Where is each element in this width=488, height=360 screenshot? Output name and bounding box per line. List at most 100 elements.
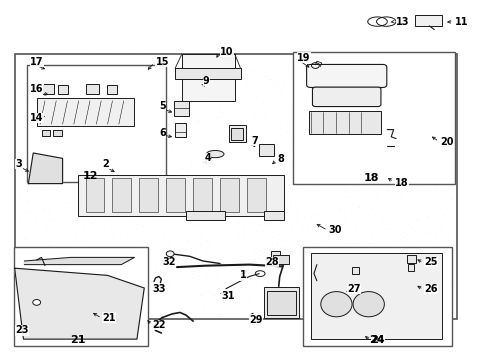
Point [428, 228, 436, 234]
Point [24, 208, 32, 214]
Point [70, 266, 78, 272]
Point [119, 285, 126, 291]
Point [32, 170, 40, 176]
Point [388, 157, 396, 163]
Point [244, 295, 251, 301]
Point [161, 207, 168, 213]
Point [216, 81, 224, 87]
Point [142, 283, 149, 289]
Point [103, 196, 111, 202]
Point [163, 238, 171, 244]
Point [396, 263, 404, 269]
Point [257, 142, 264, 148]
Point [315, 309, 323, 315]
Point [433, 170, 441, 176]
Point [234, 172, 242, 178]
Point [243, 242, 251, 247]
Point [322, 62, 330, 68]
Point [145, 105, 153, 111]
Point [83, 229, 91, 235]
Point [214, 180, 222, 186]
Point [255, 221, 263, 226]
Point [186, 62, 194, 67]
Point [275, 110, 283, 116]
Point [325, 302, 333, 307]
Point [170, 101, 178, 107]
Point [449, 232, 457, 238]
Point [170, 297, 178, 303]
Point [47, 227, 55, 233]
Point [330, 220, 338, 226]
Point [148, 85, 156, 91]
Point [146, 306, 154, 312]
Point [355, 185, 363, 190]
Point [286, 110, 294, 116]
Point [396, 133, 404, 139]
Point [386, 109, 394, 115]
Point [216, 288, 224, 294]
Point [417, 183, 425, 189]
Point [29, 74, 37, 80]
Point [194, 222, 202, 228]
Point [63, 225, 71, 231]
Point [301, 255, 308, 261]
Point [258, 250, 266, 256]
Point [332, 96, 340, 102]
Point [228, 172, 236, 178]
Point [92, 293, 100, 299]
Point [286, 253, 294, 259]
Point [260, 157, 267, 163]
Point [201, 250, 209, 256]
Point [255, 214, 263, 220]
Point [135, 167, 142, 173]
Point [74, 120, 82, 125]
Point [12, 207, 20, 213]
Point [136, 182, 143, 188]
Point [272, 121, 280, 127]
Point [408, 129, 416, 134]
Point [383, 82, 391, 88]
Point [367, 187, 375, 193]
Point [260, 186, 268, 192]
Point [39, 100, 47, 105]
Point [285, 312, 292, 318]
Point [48, 245, 56, 251]
Point [255, 218, 263, 224]
Point [288, 137, 296, 143]
Point [86, 67, 94, 73]
Point [325, 208, 333, 213]
Point [307, 240, 315, 246]
Point [167, 215, 175, 221]
Point [193, 88, 201, 94]
Point [164, 280, 172, 286]
Point [443, 183, 451, 188]
Point [105, 157, 113, 163]
Point [285, 236, 292, 242]
Point [388, 300, 396, 306]
Point [262, 54, 270, 60]
Point [63, 131, 71, 137]
Point [82, 133, 90, 139]
Point [25, 109, 33, 114]
Point [125, 73, 133, 79]
Point [108, 231, 116, 237]
Point [437, 235, 445, 241]
Point [238, 274, 245, 280]
Point [295, 80, 303, 85]
Point [430, 184, 438, 190]
Point [303, 292, 311, 297]
Point [32, 281, 40, 287]
Point [176, 117, 183, 123]
Point [25, 55, 33, 61]
Point [226, 137, 234, 143]
Point [322, 54, 330, 59]
Point [367, 55, 375, 60]
Point [169, 264, 177, 270]
Point [125, 249, 133, 255]
Point [307, 305, 315, 311]
Text: 7: 7 [251, 136, 258, 146]
Point [205, 74, 213, 80]
Point [214, 148, 222, 154]
Bar [58, 85, 68, 94]
Point [149, 228, 157, 234]
